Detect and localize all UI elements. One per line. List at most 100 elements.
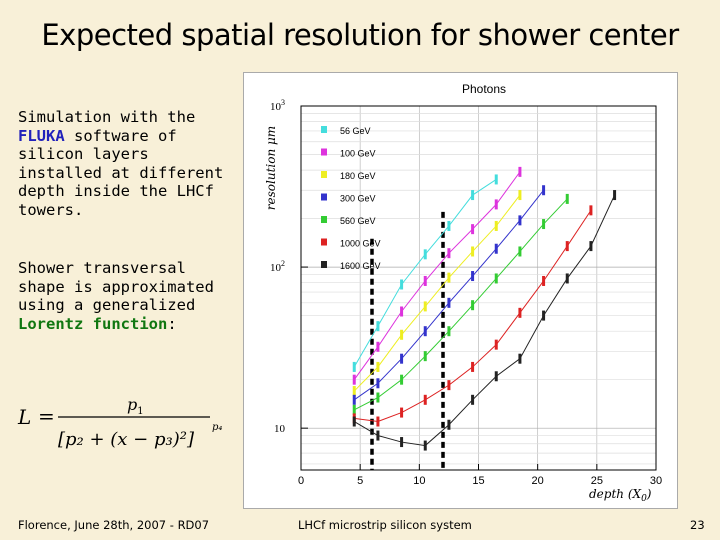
- data-point: [352, 361, 356, 372]
- grid-layer: [300, 106, 657, 470]
- formula-denominator: [p₂ + (x − p₃)²]: [58, 429, 195, 450]
- data-point: [423, 326, 427, 337]
- legend-swatch: [321, 148, 327, 156]
- data-point: [494, 339, 498, 350]
- data-point: [447, 419, 451, 430]
- y-tick-label: 10: [274, 423, 286, 435]
- legend-swatch: [321, 171, 327, 178]
- legend-label: 1600 GeV: [340, 261, 381, 271]
- resolution-chart-svg: 0 5 10 15 20 25 30 10 102 103 56 GeV 100 GeV 180 Ge…: [264, 82, 662, 504]
- simulation-description: Simulation with the FLUKA software of si…: [18, 108, 238, 219]
- data-point: [471, 246, 475, 257]
- formula-exponent: p₄: [212, 422, 222, 433]
- data-point: [471, 224, 475, 235]
- data-point: [494, 220, 498, 231]
- data-point: [518, 307, 522, 318]
- series-line: [353, 171, 521, 380]
- data-point: [494, 243, 498, 254]
- axes-layer: 0 5 10 15 20 25 30 10 102 103: [270, 98, 662, 487]
- x-tick-label: 25: [591, 475, 603, 487]
- series-line: [353, 194, 616, 447]
- slide-title: Expected spatial resolution for shower c…: [41, 18, 679, 52]
- legend-swatch: [321, 193, 327, 201]
- data-point: [376, 392, 380, 403]
- data-point: [376, 341, 380, 352]
- legend-label: 56 GeV: [340, 126, 371, 136]
- data-point: [376, 430, 380, 441]
- data-point: [447, 220, 451, 231]
- x-tick-label: 10: [413, 475, 425, 487]
- series-layer: [352, 166, 617, 451]
- data-point: [447, 326, 451, 337]
- data-point: [447, 248, 451, 259]
- lorentz-text-before: Shower transversal shape is approximated…: [18, 259, 214, 314]
- series-line: [354, 198, 568, 411]
- y-axis-label: resolution μm: [264, 126, 278, 210]
- data-point: [447, 272, 451, 283]
- data-point: [352, 374, 356, 385]
- data-point: [400, 329, 404, 340]
- lorentz-formula: L = p1 [p₂ + (x − p₃)²] p₄: [14, 390, 229, 458]
- x-tick-label: 5: [357, 475, 363, 487]
- legend-label: 560 GeV: [340, 216, 376, 226]
- legend-swatch: [321, 126, 327, 133]
- data-point: [352, 394, 356, 405]
- y-tick-label: 102: [270, 259, 285, 274]
- legend-label: 100 GeV: [340, 149, 376, 159]
- data-point: [400, 437, 404, 448]
- legend-swatch: [321, 216, 327, 223]
- simulation-text-after: software of silicon layers installed at …: [18, 126, 224, 219]
- series-line: [354, 210, 592, 423]
- data-point: [471, 361, 475, 372]
- legend-swatch: [321, 238, 327, 246]
- data-point: [400, 407, 404, 418]
- legend-label: 1000 GeV: [340, 239, 381, 249]
- x-tick-label: 15: [472, 475, 484, 487]
- formula-equals: =: [38, 404, 55, 428]
- data-point: [518, 215, 522, 226]
- data-point: [352, 386, 356, 397]
- data-point: [376, 361, 380, 372]
- depth-marker-layer: [370, 211, 445, 470]
- x-tick-label: 20: [532, 475, 544, 487]
- legend-label: 180 GeV: [340, 171, 376, 181]
- resolution-plot: 0 5 10 15 20 25 30 10 102 103 56 GeV 100 GeV 180 Ge…: [243, 72, 678, 509]
- data-point: [494, 371, 498, 382]
- footer-event: Florence, June 28th, 2007 - RD07: [18, 518, 210, 532]
- data-point: [376, 378, 380, 389]
- data-point: [494, 199, 498, 210]
- data-point: [471, 190, 475, 201]
- chart-title: Photons: [462, 82, 506, 96]
- data-point: [400, 279, 404, 290]
- data-point: [447, 297, 451, 308]
- data-point: [565, 193, 569, 204]
- y-tick-label: 103: [270, 98, 285, 113]
- fluka-highlight: FLUKA: [18, 126, 65, 145]
- data-point: [589, 241, 593, 252]
- data-point: [471, 300, 475, 311]
- x-axis-label: depth (X0): [589, 487, 652, 504]
- data-point: [423, 440, 427, 451]
- data-point: [423, 394, 427, 405]
- data-point: [376, 416, 380, 427]
- data-point: [565, 241, 569, 252]
- lorentz-formula-svg: L = p1 [p₂ + (x − p₃)²] p₄: [17, 395, 222, 450]
- data-point: [518, 166, 522, 177]
- data-point: [400, 353, 404, 364]
- page-number: 23: [690, 518, 705, 532]
- data-point: [471, 394, 475, 405]
- data-point: [494, 174, 498, 185]
- data-point: [542, 310, 546, 321]
- data-point: [400, 374, 404, 385]
- lorentz-highlight: Lorentz function: [18, 314, 168, 333]
- formula-numerator: p1: [127, 395, 144, 417]
- series-line: [353, 194, 521, 392]
- x-tick-label: 0: [298, 475, 304, 487]
- data-point: [447, 380, 451, 391]
- data-point: [589, 205, 593, 216]
- lorentz-description: Shower transversal shape is approximated…: [18, 259, 238, 333]
- data-point: [565, 273, 569, 284]
- data-point: [518, 190, 522, 201]
- data-point: [471, 271, 475, 282]
- data-point: [542, 219, 546, 230]
